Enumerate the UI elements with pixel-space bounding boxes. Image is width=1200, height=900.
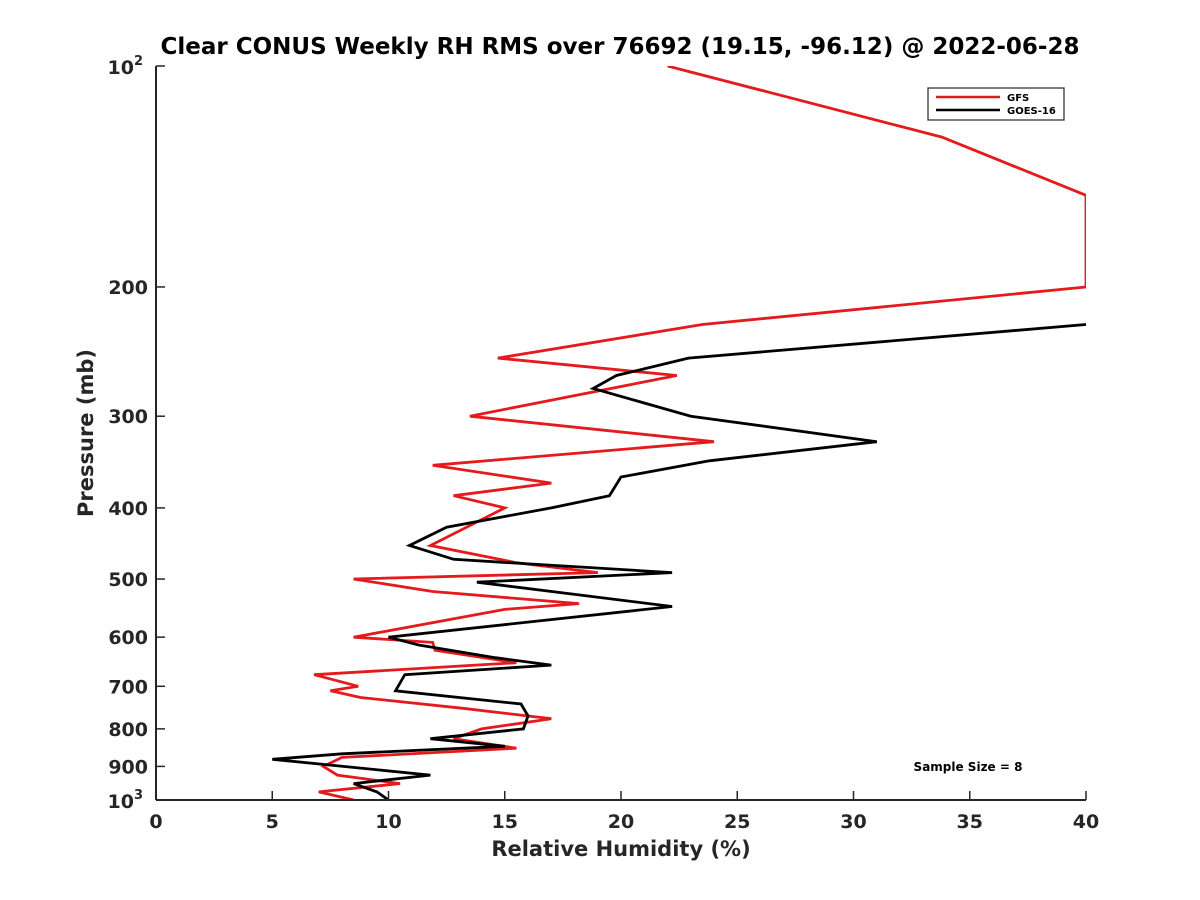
y-tick-label: 900 bbox=[108, 756, 148, 778]
x-tick-label: 5 bbox=[266, 811, 279, 833]
x-tick-label: 0 bbox=[149, 811, 162, 833]
chart-title: Clear CONUS Weekly RH RMS over 76692 (19… bbox=[161, 34, 1080, 60]
x-tick-label: 40 bbox=[1073, 811, 1099, 833]
y-tick-label: 400 bbox=[108, 498, 148, 520]
sample-size-annotation: Sample Size = 8 bbox=[914, 760, 1023, 774]
y-tick-label: 800 bbox=[108, 719, 148, 741]
y-tick-label: 300 bbox=[108, 406, 148, 428]
series-line-goes-16 bbox=[272, 323, 1086, 800]
y-tick-label: 103 bbox=[108, 788, 144, 813]
y-tick-label: 700 bbox=[108, 676, 148, 698]
y-tick-label: 200 bbox=[108, 277, 148, 299]
y-tick-label: 600 bbox=[108, 627, 148, 649]
legend-label-goes16: GOES-16 bbox=[1007, 106, 1056, 117]
x-tick-label: 15 bbox=[492, 811, 518, 833]
x-tick-label: 25 bbox=[724, 811, 750, 833]
x-tick-label: 30 bbox=[840, 811, 866, 833]
legend: GFS GOES-16 bbox=[927, 87, 1065, 121]
x-tick-label: 35 bbox=[957, 811, 983, 833]
legend-label-gfs: GFS bbox=[1007, 93, 1029, 104]
x-axis-label: Relative Humidity (%) bbox=[491, 837, 750, 861]
legend-box bbox=[927, 87, 1065, 121]
y-axis-label: Pressure (mb) bbox=[74, 349, 98, 517]
y-tick-label: 500 bbox=[108, 569, 148, 591]
x-tick-label: 10 bbox=[375, 811, 401, 833]
x-tick-label: 20 bbox=[608, 811, 634, 833]
y-tick-label: 102 bbox=[108, 54, 144, 79]
